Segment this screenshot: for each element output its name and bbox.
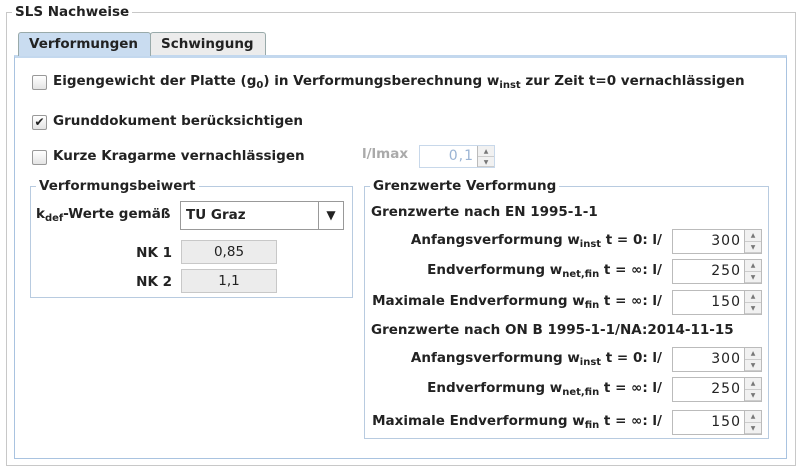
spin-up-icon[interactable]: ▲ [478, 146, 494, 157]
lmax-label: l/lmax [362, 146, 409, 162]
spin-up-icon[interactable]: ▲ [745, 348, 761, 360]
spin-up-icon[interactable]: ▲ [745, 378, 761, 390]
spin-up-icon[interactable]: ▲ [745, 411, 761, 423]
grenzwert-label: Maximale Endverformung wfin t = ∞: l/ [372, 413, 662, 431]
grenzwert-value: 150 [711, 414, 741, 430]
tab-panel [14, 55, 787, 459]
check-icon: ✔ [34, 115, 45, 129]
group-title: Grenzwerte Verformung [370, 177, 560, 195]
grenzwert-value: 150 [711, 294, 741, 310]
spin-down-icon[interactable]: ▼ [745, 360, 761, 371]
spin-up-icon[interactable]: ▲ [745, 291, 761, 303]
kragarme-checkbox[interactable] [32, 150, 47, 165]
grenzwert-value: 300 [711, 351, 741, 367]
grenzwert-label: Endverformung wnet,fin t = ∞: l/ [427, 380, 662, 398]
grenzwert-spinner[interactable]: 300 ▲ ▼ [672, 347, 762, 372]
grenzwert-value: 250 [711, 381, 741, 397]
verformungsbeiwert-group: Verformungsbeiwert [30, 177, 353, 298]
spin-down-icon[interactable]: ▼ [745, 423, 761, 434]
kdef-combobox[interactable]: TU Graz ▼ [180, 201, 344, 230]
grenzwert-label: Anfangsverformung winst t = 0: l/ [410, 350, 662, 368]
chevron-down-icon[interactable]: ▼ [318, 202, 343, 229]
spin-down-icon[interactable]: ▼ [745, 390, 761, 401]
grenzwert-spinner[interactable]: 150 ▲ ▼ [672, 410, 762, 435]
tab-label: Verformungen [29, 36, 139, 52]
grenzwert-spinner[interactable]: 250 ▲ ▼ [672, 377, 762, 402]
group-title: SLS Nachweise [12, 3, 133, 21]
sls-nachweise-group: SLS Nachweise [6, 3, 796, 466]
nk2-label: NK 2 [136, 274, 172, 290]
spin-down-icon[interactable]: ▼ [745, 303, 761, 314]
kdef-label: kdef-Werte gemäß [36, 206, 171, 224]
grenzwerte-group: Grenzwerte Verformung [364, 177, 769, 439]
group-title: Verformungsbeiwert [36, 177, 199, 195]
spin-down-icon[interactable]: ▼ [745, 242, 761, 253]
tab-verformungen[interactable]: Verformungen [18, 32, 151, 56]
tab-schwingung[interactable]: Schwingung [150, 32, 266, 56]
grunddokument-label: Grunddokument berücksichtigen [53, 113, 303, 129]
nk1-field: 0,85 [181, 240, 277, 264]
grenzwert-value: 300 [711, 233, 741, 249]
combo-value: TU Graz [186, 207, 246, 223]
eigengewicht-checkbox[interactable] [32, 75, 47, 90]
grenzwert-spinner[interactable]: 300 ▲ ▼ [672, 229, 762, 254]
grenzwert-label: Endverformung wnet,fin t = ∞: l/ [427, 262, 662, 280]
section-heading-en: Grenzwerte nach EN 1995-1-1 [371, 204, 598, 220]
grunddokument-checkbox[interactable]: ✔ [32, 115, 47, 130]
lmax-spinner[interactable]: 0,1 ▲ ▼ [419, 145, 495, 168]
tab-label: Schwingung [161, 36, 254, 52]
grenzwert-spinner[interactable]: 250 ▲ ▼ [672, 259, 762, 284]
spin-down-icon[interactable]: ▼ [478, 157, 494, 167]
spin-down-icon[interactable]: ▼ [745, 272, 761, 283]
grenzwert-label: Anfangsverformung winst t = 0: l/ [410, 232, 662, 250]
kragarme-label: Kurze Kragarme vernachlässigen [53, 148, 305, 164]
nk1-label: NK 1 [136, 245, 172, 261]
nk2-field: 1,1 [181, 269, 277, 293]
grenzwert-label: Maximale Endverformung wfin t = ∞: l/ [372, 293, 662, 311]
spin-up-icon[interactable]: ▲ [745, 230, 761, 242]
section-heading-onb: Grenzwerte nach ON B 1995-1-1/NA:2014-11… [371, 322, 734, 338]
grenzwert-spinner[interactable]: 150 ▲ ▼ [672, 290, 762, 315]
grenzwert-value: 250 [711, 263, 741, 279]
spin-up-icon[interactable]: ▲ [745, 260, 761, 272]
lmax-value: 0,1 [448, 148, 474, 164]
eigengewicht-label: Eigengewicht der Platte (g0) in Verformu… [53, 73, 745, 91]
